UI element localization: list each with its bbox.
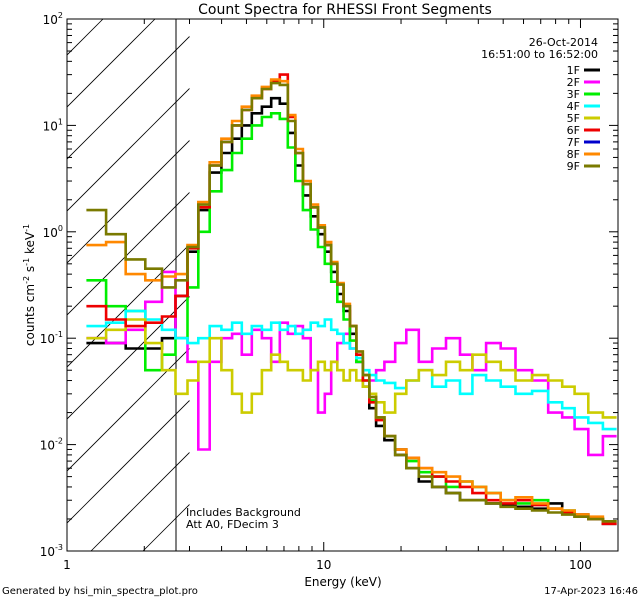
legend-label-4F: 4F: [567, 100, 580, 113]
legend-label-5F: 5F: [567, 112, 580, 125]
hatch-line: [299, 19, 640, 551]
series-layer: [86, 73, 617, 526]
x-tick-label: 1: [63, 558, 71, 572]
x-axis-label: Energy (keV): [304, 575, 381, 589]
hatch-line: [67, 243, 190, 368]
chart-title: Count Spectra for RHESSI Front Segments: [198, 2, 492, 18]
x-tick-label: 100: [569, 558, 592, 572]
series-6F: [86, 73, 617, 526]
hatch-line: [90, 451, 190, 551]
legend-label-3F: 3F: [567, 88, 580, 101]
hatch-line: [67, 35, 190, 160]
series-1F: [86, 96, 617, 526]
excluded-region-hatch: [67, 19, 640, 551]
legend-label-1F: 1F: [567, 64, 580, 77]
hatch-line: [351, 19, 640, 551]
legend-label-8F: 8F: [567, 148, 580, 161]
hatch-line: [67, 87, 190, 212]
y-tick-label: 10-2: [40, 437, 63, 453]
hatch-line: [67, 139, 190, 264]
y-tick-label: 101: [43, 117, 63, 133]
series-2F: [86, 270, 617, 457]
hatch-line: [455, 19, 640, 551]
y-tick-label: 100: [43, 224, 63, 240]
y-tick-label: 10-1: [40, 330, 63, 346]
series-5F: [86, 318, 617, 419]
legend-label-2F: 2F: [567, 76, 580, 89]
series-4F: [86, 309, 617, 431]
hatch-line: [67, 295, 190, 420]
plot-frame: [66, 18, 619, 552]
legend-label-7F: 7F: [567, 136, 580, 149]
hatch-line: [142, 503, 190, 551]
annotation-attenuator: Att A0, FDecim 3: [186, 518, 279, 531]
hatch-line: [67, 347, 190, 472]
footer-timestamp: 17-Apr-2023 16:46: [544, 586, 638, 597]
date-label: 26-Oct-2014: [529, 36, 598, 49]
y-axis-label: counts cm-2 s-1 keV-1: [22, 224, 37, 346]
legend-label-9F: 9F: [567, 160, 580, 173]
series-9F: [86, 81, 617, 523]
hatch-line: [611, 19, 640, 551]
time-range-label: 16:51:00 to 16:52:00: [481, 48, 598, 61]
series-8F: [86, 78, 617, 523]
legend-label-6F: 6F: [567, 124, 580, 137]
hatch-line: [67, 191, 190, 316]
y-tick-label: 10-3: [40, 543, 63, 559]
y-tick-label: 102: [43, 11, 63, 27]
axis-ticks: 1 10 100 10-3 10-2 10-1 100 101 102: [40, 11, 618, 572]
hatch-line: [67, 19, 104, 56]
x-tick-label: 10: [316, 558, 331, 572]
footer-generated-by: Generated by hsi_min_spectra_plot.pro: [2, 586, 198, 597]
hatch-line: [67, 399, 190, 524]
annotation-background: Includes Background: [186, 506, 301, 519]
